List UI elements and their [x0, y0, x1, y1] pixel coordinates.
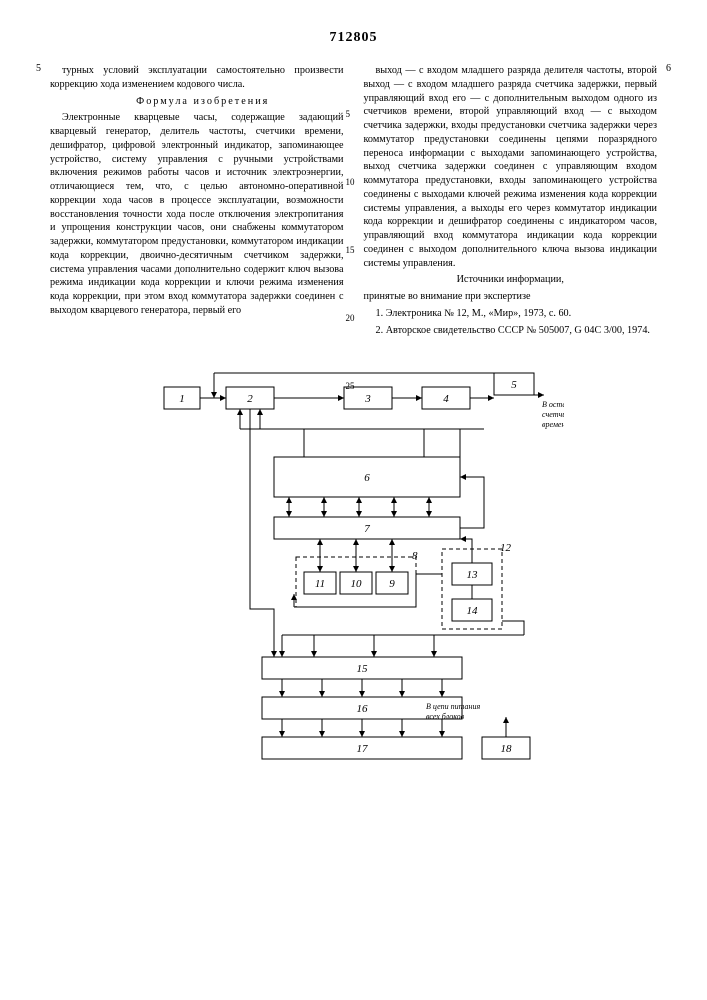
column-number-right: 6	[666, 62, 671, 76]
right-column: 6 5 10 15 20 25 выход — с входом младшег…	[364, 64, 658, 341]
line-number: 10	[346, 176, 355, 188]
block-diagram: 123456789101112131415161718В остальныесч…	[50, 359, 657, 789]
diagram-svg: 123456789101112131415161718В остальныесч…	[144, 359, 564, 789]
page: 712805 5 турных условий эксплуатации сам…	[0, 0, 707, 1000]
source-ref: 2. Авторское свидетельство СССР № 505007…	[364, 324, 658, 338]
svg-text:всех блоков: всех блоков	[426, 712, 465, 721]
svg-text:В цепи питания: В цепи питания	[426, 702, 480, 711]
paragraph: турных условий эксплуатации самостоятель…	[50, 64, 344, 92]
svg-text:10: 10	[350, 578, 362, 590]
svg-text:16: 16	[356, 703, 368, 715]
svg-text:1: 1	[179, 393, 185, 405]
sources-subtitle: принятые во внимание при экспертизе	[364, 290, 658, 304]
svg-text:17: 17	[356, 743, 368, 755]
source-ref: 1. Электроника № 12, М., «Мир», 1973, с.…	[364, 307, 658, 321]
svg-text:6: 6	[364, 472, 370, 484]
paragraph: Электронные кварцевые часы, содержащие з…	[50, 111, 344, 317]
svg-text:9: 9	[389, 578, 395, 590]
svg-text:13: 13	[466, 569, 478, 581]
svg-text:счетчики: счетчики	[542, 410, 564, 419]
svg-text:15: 15	[356, 663, 368, 675]
svg-text:12: 12	[500, 542, 512, 554]
svg-text:2: 2	[247, 393, 253, 405]
svg-text:7: 7	[364, 523, 370, 535]
svg-text:времени: времени	[542, 420, 564, 429]
line-number: 5	[346, 108, 351, 120]
svg-text:8: 8	[412, 550, 418, 562]
line-number: 20	[346, 312, 355, 324]
svg-text:3: 3	[364, 393, 371, 405]
line-number: 25	[346, 380, 355, 392]
patent-number: 712805	[50, 30, 657, 46]
svg-text:4: 4	[443, 393, 449, 405]
line-number: 15	[346, 244, 355, 256]
svg-text:5: 5	[511, 379, 517, 391]
paragraph: выход — с входом младшего разряда делите…	[364, 64, 658, 270]
svg-text:11: 11	[314, 578, 324, 590]
svg-text:18: 18	[500, 743, 512, 755]
svg-text:В остальные: В остальные	[542, 400, 564, 409]
formula-title: Формула изобретения	[50, 95, 344, 109]
sources-title: Источники информации,	[364, 273, 658, 287]
text-columns: 5 турных условий эксплуатации самостояте…	[50, 64, 657, 341]
left-column: 5 турных условий эксплуатации самостояте…	[50, 64, 344, 341]
svg-text:14: 14	[466, 605, 478, 617]
column-number-left: 5	[36, 62, 41, 76]
